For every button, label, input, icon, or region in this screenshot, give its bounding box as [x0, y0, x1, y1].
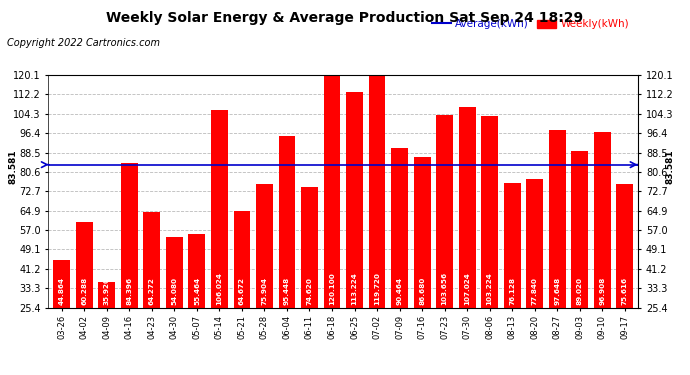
Text: 103.656: 103.656 [442, 272, 448, 305]
Text: 90.464: 90.464 [397, 277, 402, 305]
Bar [391, 148, 408, 370]
Bar [53, 260, 70, 370]
Text: 97.648: 97.648 [554, 277, 560, 305]
Bar [144, 212, 160, 370]
Text: 55.464: 55.464 [194, 277, 200, 305]
Text: 44.864: 44.864 [59, 277, 65, 305]
Text: 75.904: 75.904 [262, 277, 268, 305]
Bar [594, 132, 611, 370]
Bar [301, 187, 318, 370]
Text: 84.396: 84.396 [126, 277, 132, 305]
Text: Weekly Solar Energy & Average Production Sat Sep 24 18:29: Weekly Solar Energy & Average Production… [106, 11, 584, 25]
Bar [459, 107, 475, 370]
Bar [368, 76, 386, 370]
Bar [481, 116, 498, 370]
Bar [166, 237, 183, 370]
Bar [436, 116, 453, 370]
Bar [211, 110, 228, 370]
Text: 89.020: 89.020 [577, 277, 583, 305]
Text: 119.720: 119.720 [374, 272, 380, 305]
Bar [256, 183, 273, 370]
Bar [526, 179, 543, 370]
Bar [616, 184, 633, 370]
Bar [121, 163, 138, 370]
Text: 106.024: 106.024 [217, 272, 222, 305]
Text: 60.288: 60.288 [81, 277, 88, 305]
Bar [188, 234, 206, 370]
Text: Copyright 2022 Cartronics.com: Copyright 2022 Cartronics.com [7, 38, 160, 48]
Text: 120.100: 120.100 [329, 272, 335, 305]
Bar [233, 211, 250, 370]
Bar [279, 135, 295, 370]
Text: 77.840: 77.840 [532, 277, 538, 305]
Text: 64.672: 64.672 [239, 277, 245, 305]
Text: 83.581: 83.581 [8, 150, 17, 184]
Legend: Average(kWh), Weekly(kWh): Average(kWh), Weekly(kWh) [428, 15, 633, 33]
Text: 64.272: 64.272 [149, 277, 155, 305]
Text: 74.620: 74.620 [306, 277, 313, 305]
Bar [346, 92, 363, 370]
Bar [504, 183, 520, 370]
Text: 35.920: 35.920 [104, 277, 110, 305]
Bar [549, 130, 566, 370]
Bar [76, 222, 92, 370]
Text: 113.224: 113.224 [351, 272, 357, 305]
Text: 96.908: 96.908 [599, 276, 605, 305]
Text: 75.616: 75.616 [622, 277, 628, 305]
Text: 76.128: 76.128 [509, 277, 515, 305]
Text: 103.224: 103.224 [486, 272, 493, 305]
Bar [571, 151, 588, 370]
Bar [413, 157, 431, 370]
Bar [324, 75, 340, 370]
Text: 86.680: 86.680 [419, 276, 425, 305]
Bar [99, 282, 115, 370]
Text: 107.024: 107.024 [464, 272, 470, 305]
Text: 83.581: 83.581 [666, 150, 675, 184]
Text: 95.448: 95.448 [284, 277, 290, 305]
Text: 54.080: 54.080 [171, 277, 177, 305]
